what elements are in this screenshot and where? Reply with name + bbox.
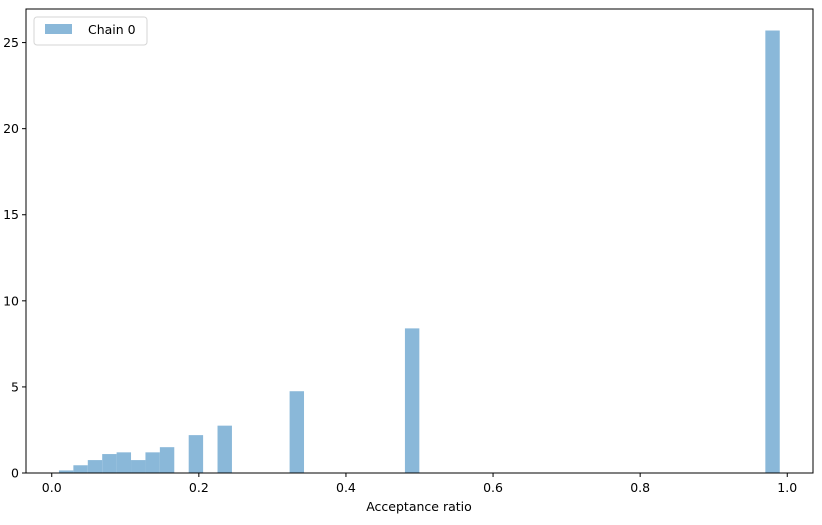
histogram-bar-11: [404, 328, 420, 473]
histogram-bar-0: [58, 470, 74, 473]
x-tick-label-1: 0.2: [189, 480, 209, 495]
histogram-bar-9: [217, 425, 232, 473]
histogram-bar-6: [145, 452, 160, 473]
histogram-bar-7: [159, 447, 175, 473]
histogram-bar-10: [289, 391, 305, 473]
y-tick-label-5: 25: [3, 35, 19, 50]
x-tick-label-5: 1.0: [777, 480, 797, 495]
plot-frame: [25, 8, 814, 474]
legend: Chain 0: [33, 16, 148, 46]
y-tick-label-1: 5: [11, 379, 19, 394]
x-tick-label-0: 0.0: [42, 480, 62, 495]
x-axis-label: Acceptance ratio: [366, 499, 472, 514]
histogram-bars: [58, 30, 780, 474]
histogram-bar-5: [131, 460, 146, 473]
x-tick-label-2: 0.4: [336, 480, 356, 495]
histogram-bar-8: [188, 435, 204, 473]
legend-swatch: [45, 24, 72, 34]
x-tick-label-3: 0.6: [483, 480, 503, 495]
histogram-bar-3: [102, 454, 117, 473]
y-tick-label-2: 10: [3, 293, 19, 308]
histogram-bar-4: [116, 452, 132, 473]
x-tick-label-4: 0.8: [630, 480, 650, 495]
histogram-bar-12: [765, 30, 780, 474]
legend-label-chain-0: Chain 0: [88, 22, 136, 37]
histogram-bar-1: [73, 465, 88, 473]
y-tick-label-0: 0: [11, 466, 19, 481]
y-tick-label-3: 15: [3, 207, 19, 222]
y-axis: 0 5 10 15 20 25: [3, 35, 26, 481]
x-axis: 0.0 0.2 0.4 0.6 0.8 1.0: [42, 473, 797, 495]
histogram-bar-2: [87, 460, 103, 473]
y-tick-label-4: 20: [3, 121, 19, 136]
